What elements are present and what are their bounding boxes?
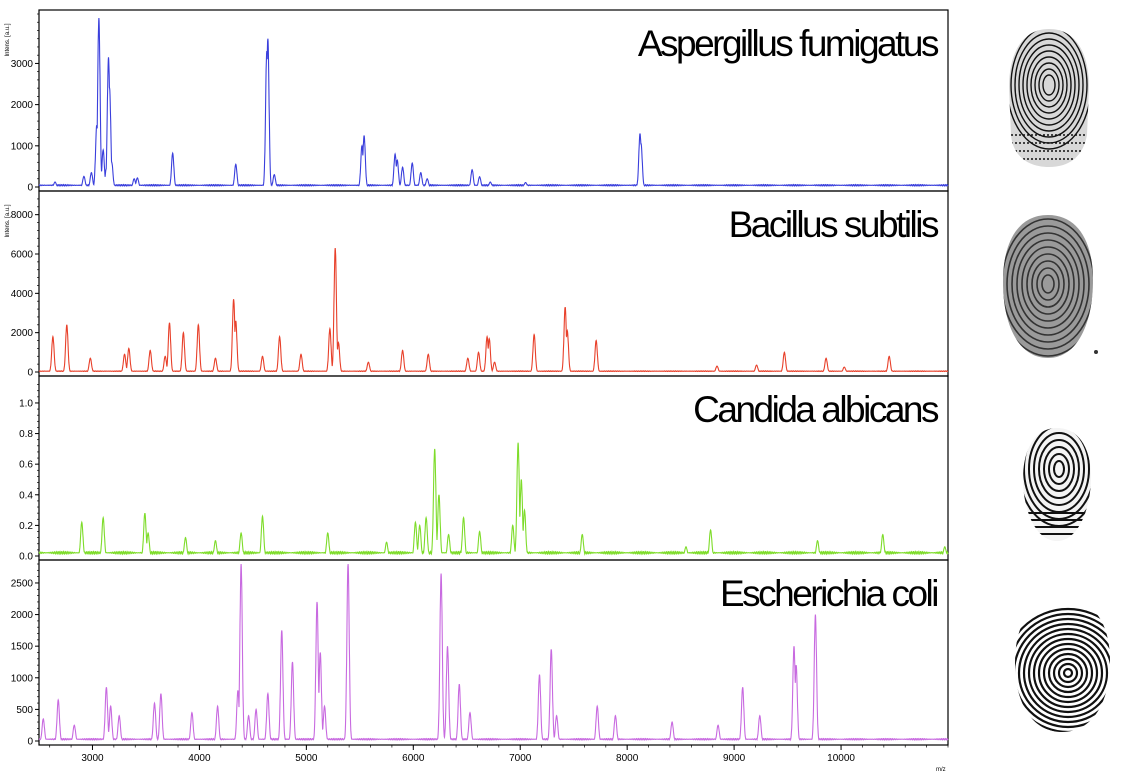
fingerprint-image-escherichia: [1015, 598, 1110, 732]
x-tick-label: 4000: [188, 753, 211, 764]
panel-title: Escherichia coli: [720, 573, 937, 614]
y-tick-label: 1500: [11, 642, 34, 653]
y-tick-label: 0: [27, 183, 33, 194]
fingerprint-image-candida: [1023, 428, 1091, 541]
y-tick-label: 1000: [11, 673, 34, 684]
panel-title: Bacillus subtilis: [729, 204, 939, 245]
panel-title: Aspergillus fumigatus: [638, 23, 939, 64]
fingerprint-image-bacillus: [1003, 215, 1098, 358]
y-tick-label: 2500: [11, 578, 34, 589]
y-axis-label: Intens. [a.u.]: [5, 23, 11, 56]
y-tick-label: 0.2: [19, 521, 33, 532]
y-tick-label: 3000: [11, 59, 34, 70]
spectrum-trace-1: [38, 248, 949, 373]
y-tick-label: 6000: [11, 250, 34, 261]
y-tick-label: 1.0: [19, 398, 33, 409]
y-tick-label: 0.6: [19, 460, 33, 471]
y-tick-label: 0: [27, 368, 33, 379]
spectrum-trace-2: [38, 442, 949, 556]
y-tick-label: 2000: [11, 328, 34, 339]
y-tick-label: 0.0: [19, 552, 33, 563]
x-tick-label: 9000: [723, 753, 746, 764]
x-tick-label: 10000: [827, 753, 855, 764]
x-axis-label: m/z: [936, 767, 946, 773]
spectrum-trace-3: [38, 563, 949, 742]
y-tick-label: 0: [27, 737, 33, 748]
y-axis-label: Intens. [a.u.]: [5, 204, 11, 237]
fingerprint-image-aspergillus: [1009, 29, 1089, 167]
panel-title: Candida albicans: [693, 389, 939, 430]
x-tick-label: 3000: [81, 753, 104, 764]
y-tick-label: 2000: [11, 100, 34, 111]
x-tick-label: 5000: [295, 753, 318, 764]
y-tick-label: 0.4: [19, 490, 33, 501]
y-tick-label: 1000: [11, 141, 34, 152]
x-tick-label: 8000: [616, 753, 639, 764]
x-tick-label: 7000: [509, 753, 532, 764]
y-tick-label: 2000: [11, 610, 34, 621]
y-tick-label: 500: [16, 705, 33, 716]
spectrum-trace-0: [38, 18, 949, 187]
y-tick-label: 4000: [11, 289, 34, 300]
y-tick-label: 8000: [11, 210, 34, 221]
x-tick-label: 6000: [402, 753, 425, 764]
y-tick-label: 0.8: [19, 429, 33, 440]
